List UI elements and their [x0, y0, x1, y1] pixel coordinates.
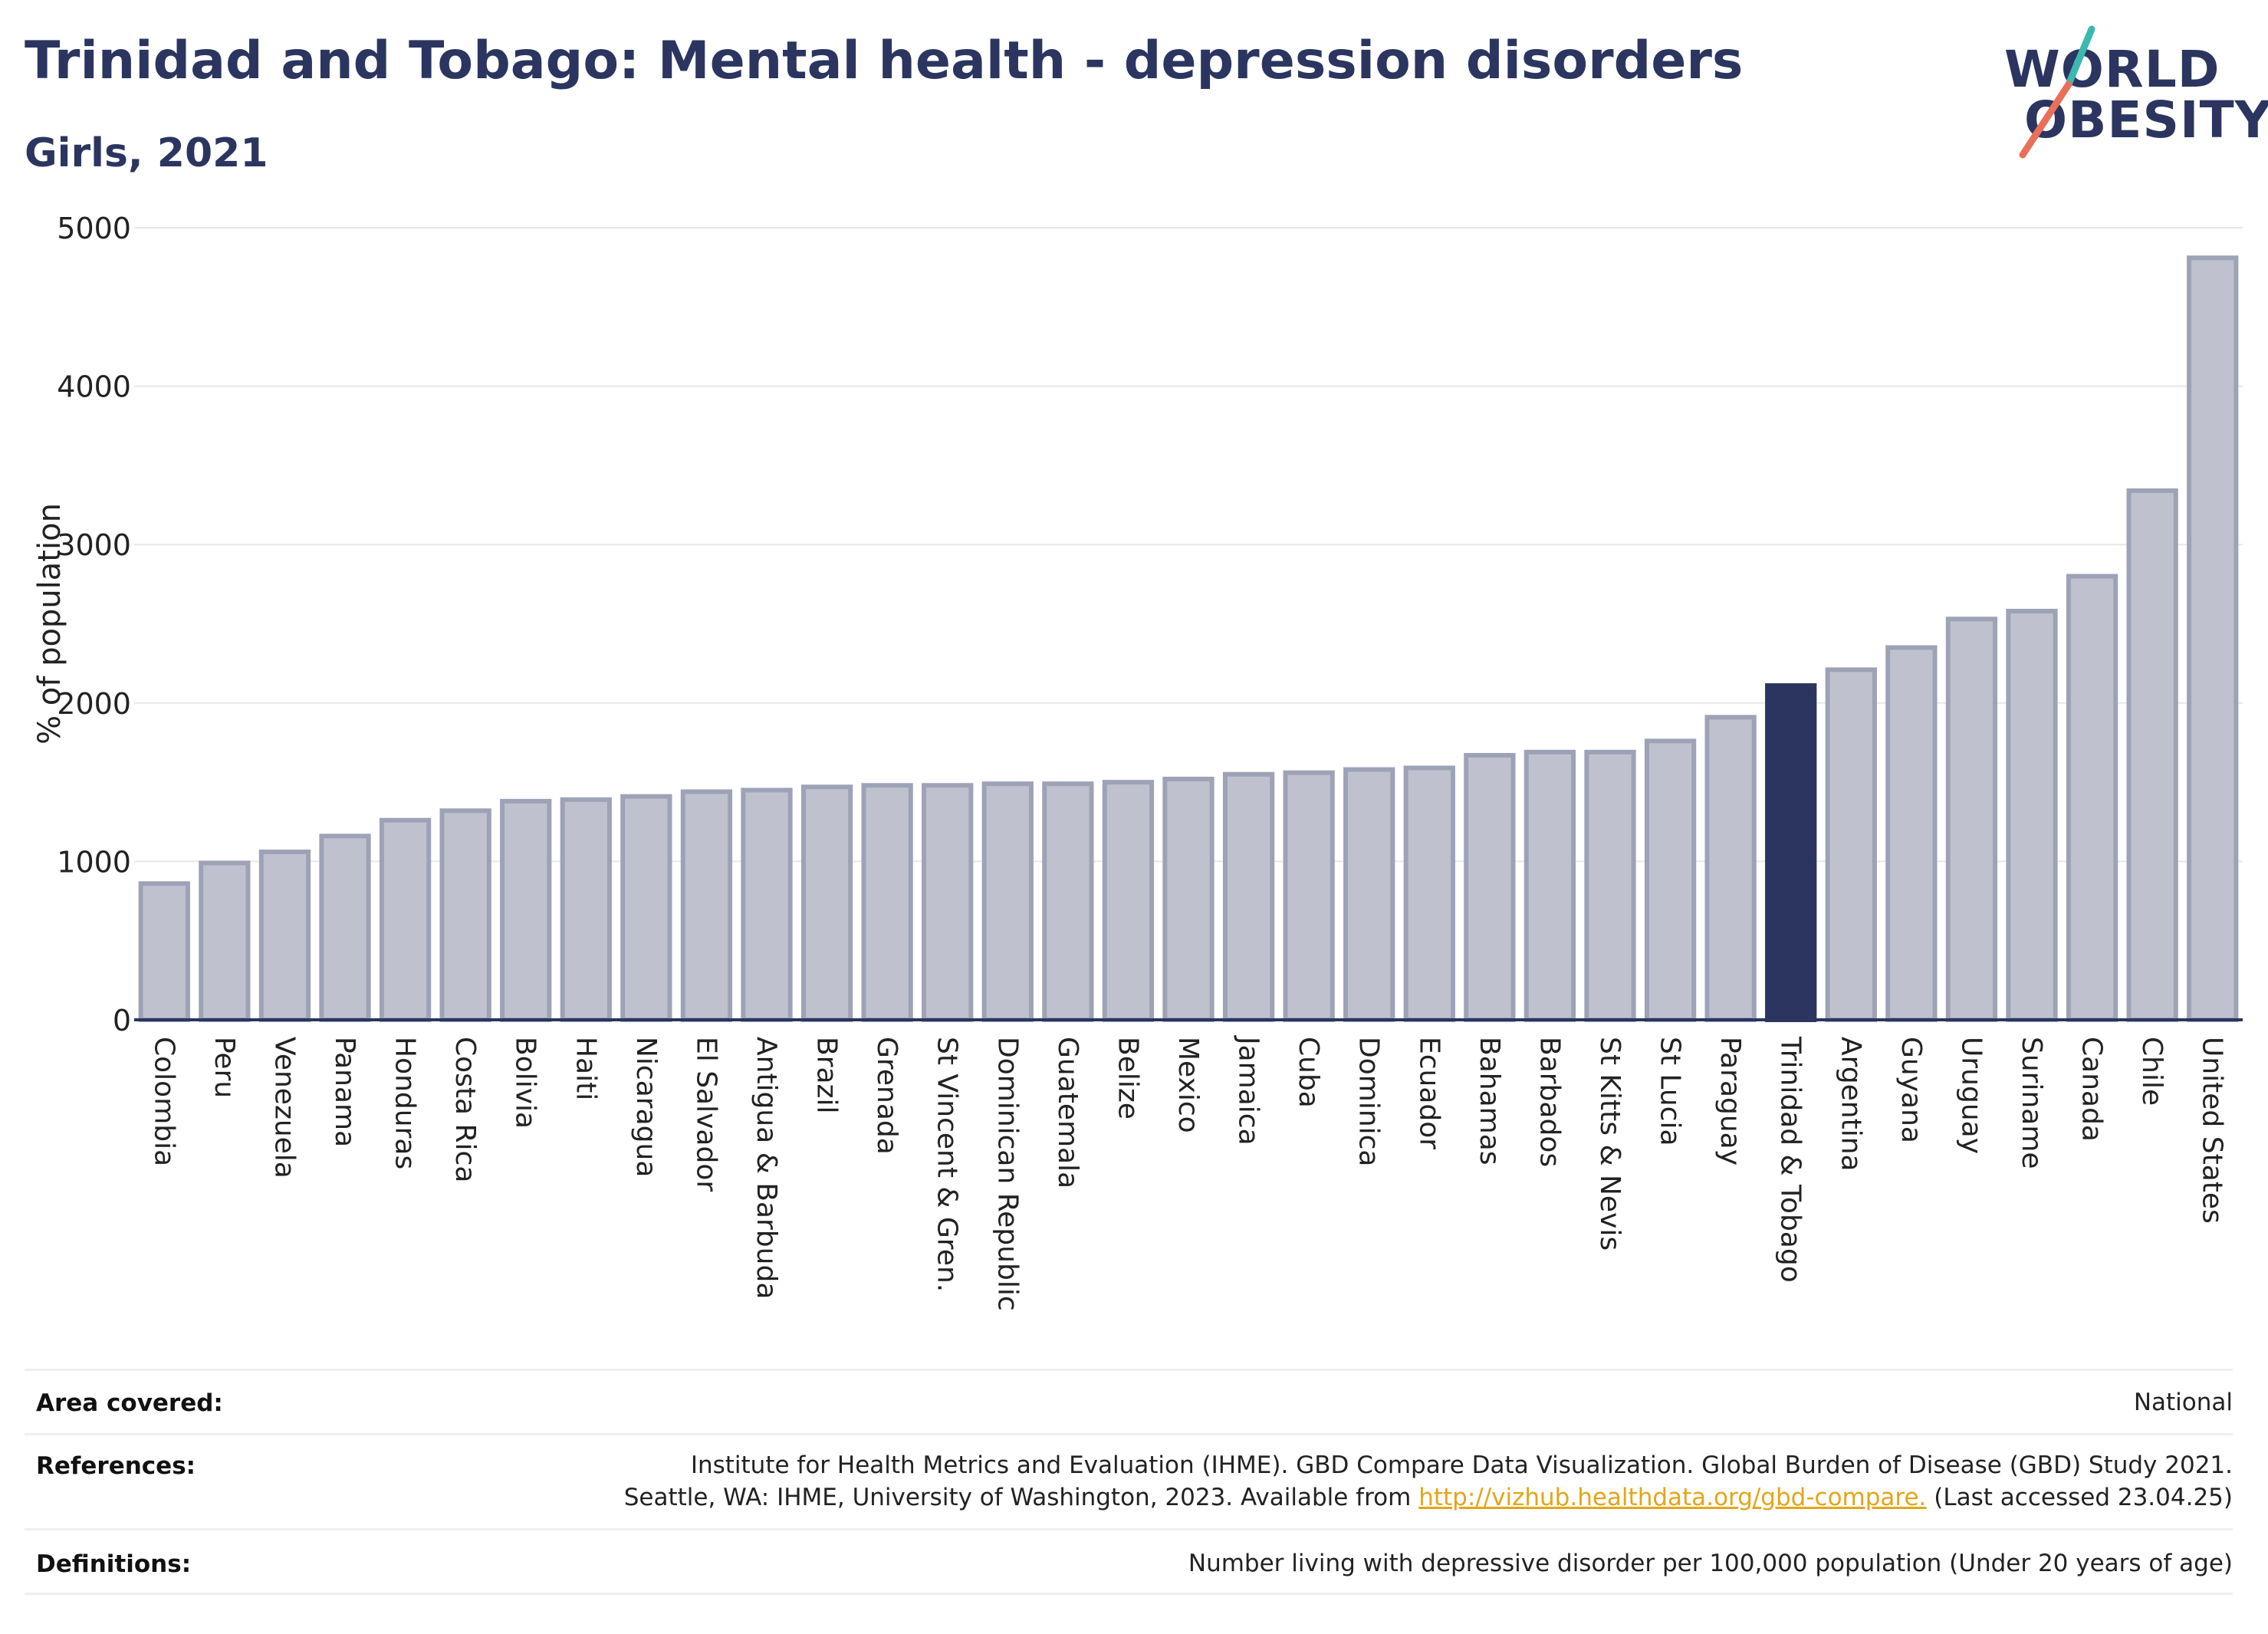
bar	[1704, 715, 1757, 1022]
bar	[1102, 780, 1155, 1022]
bar	[861, 783, 913, 1023]
x-tick-label: Cuba	[1293, 1037, 1324, 1108]
world-obesity-logo: WORLD OBESITY	[2001, 23, 2268, 161]
x-tick-label: Belize	[1112, 1037, 1143, 1119]
bar	[1283, 770, 1335, 1022]
bar	[1885, 645, 1938, 1022]
references-line1: Institute for Health Metrics and Evaluat…	[690, 1452, 2233, 1479]
bar	[981, 781, 1034, 1023]
x-tick-label: Uruguay	[1955, 1037, 1987, 1154]
bar	[1403, 765, 1455, 1022]
y-tick-label: 2000	[57, 687, 131, 721]
logo-text-world: WORLD	[2004, 40, 2220, 99]
x-tick-label: Haiti	[570, 1037, 601, 1100]
meta-bottom-rule	[25, 1593, 2233, 1596]
x-tick-label: Grenada	[871, 1037, 902, 1155]
bar	[1042, 781, 1094, 1023]
y-tick-label: 4000	[57, 370, 131, 404]
y-tick-label: 3000	[57, 528, 131, 562]
x-tick-label: Antigua & Barbuda	[751, 1037, 782, 1299]
x-tick-label: United States	[2197, 1037, 2228, 1224]
bar	[1464, 752, 1516, 1023]
definitions-value: Number living with depressive disorder p…	[1188, 1550, 2233, 1577]
x-tick-label: Argentina	[1835, 1037, 1866, 1172]
references-line2-pre: Seattle, WA: IHME, University of Washing…	[623, 1484, 1419, 1511]
bar	[741, 787, 793, 1023]
x-tick-label: St Vincent & Gren.	[932, 1037, 963, 1292]
bar	[1524, 749, 1576, 1022]
references-label: References:	[36, 1452, 196, 1480]
bar	[138, 881, 190, 1022]
bar-chart: 0 1000 2000 3000 4000 5000 % of population Colo…	[32, 212, 2243, 1311]
x-tick-label: Jamaica	[1233, 1035, 1264, 1146]
bar	[2006, 608, 2058, 1022]
bar	[620, 794, 672, 1022]
bar	[2187, 255, 2239, 1022]
x-tick-label: Guatemala	[1052, 1037, 1083, 1189]
x-tick-label: Costa Rica	[449, 1037, 481, 1182]
x-tick-label: Barbados	[1533, 1037, 1565, 1167]
bar	[500, 798, 552, 1022]
bar	[560, 797, 612, 1023]
bar	[1584, 749, 1636, 1022]
references-line2-post: (Last accessed 23.04.25)	[1926, 1484, 2233, 1511]
y-tick-label: 5000	[57, 212, 131, 245]
x-tick-label: Colombia	[148, 1037, 179, 1166]
meta-row-area: Area covered: National	[25, 1369, 2233, 1435]
references-link[interactable]: http://vizhub.healthdata.org/gbd-compare…	[1418, 1484, 1927, 1511]
area-value: National	[2133, 1389, 2233, 1416]
logo-slash-icon	[2019, 25, 2095, 159]
x-tick-label: Bahamas	[1474, 1037, 1505, 1165]
bar	[439, 808, 491, 1022]
logo-text-obesity: OBESITY	[2024, 90, 2268, 150]
page-title: Trinidad and Tobago: Mental health - dep…	[25, 31, 1744, 91]
x-tick-label: Honduras	[390, 1037, 421, 1169]
bar	[1945, 616, 1998, 1022]
y-tick-label: 1000	[57, 845, 131, 879]
bar	[2066, 574, 2118, 1022]
x-tick-label: Canada	[2076, 1037, 2108, 1142]
bar	[1644, 738, 1697, 1022]
y-tick-label: 0	[113, 1004, 131, 1037]
bar	[1825, 667, 1877, 1022]
bar	[199, 860, 251, 1022]
x-tick-label: Peru	[209, 1037, 240, 1098]
y-axis-label: % of population	[32, 503, 67, 745]
bar	[2126, 488, 2178, 1022]
bar	[1765, 683, 1817, 1022]
x-tick-label: Paraguay	[1714, 1037, 1746, 1165]
references-value: Institute for Health Metrics and Evaluat…	[624, 1449, 2233, 1514]
x-tick-label: Dominica	[1353, 1037, 1385, 1167]
definitions-label: Definitions:	[36, 1550, 192, 1578]
x-tick-label: Suriname	[2016, 1037, 2047, 1169]
x-tick-label: Ecuador	[1413, 1037, 1445, 1149]
bar	[258, 850, 311, 1023]
x-tick-label: Panama	[329, 1037, 360, 1147]
area-label: Area covered:	[36, 1389, 223, 1417]
bar	[1162, 776, 1215, 1023]
x-tick-label: Venezuela	[268, 1037, 300, 1179]
meta-row-definitions: Definitions: Number living with depressi…	[25, 1528, 2233, 1595]
bar	[922, 783, 974, 1023]
x-tick-label: Bolivia	[510, 1037, 541, 1129]
x-tick-label: Dominican Republic	[991, 1037, 1023, 1311]
x-tick-label: Guyana	[1895, 1037, 1927, 1143]
x-tick-label: Brazil	[811, 1037, 843, 1113]
references-line2: Seattle, WA: IHME, University of Washing…	[624, 1481, 2233, 1514]
x-tick-label: Chile	[2136, 1037, 2168, 1106]
bar	[319, 833, 371, 1022]
bar	[1222, 771, 1275, 1023]
x-tick-label: St Lucia	[1655, 1037, 1686, 1146]
x-tick-label: Nicaragua	[630, 1037, 662, 1177]
bar	[680, 789, 733, 1022]
meta-row-references: References: Institute for Health Metrics…	[25, 1433, 2233, 1530]
page-subtitle: Girls, 2021	[25, 130, 268, 176]
bar	[379, 817, 432, 1022]
bar	[800, 784, 853, 1022]
bar	[1343, 767, 1395, 1023]
x-tick-label: El Salvador	[690, 1037, 721, 1192]
x-tick-label: St Kitts & Nevis	[1594, 1037, 1625, 1251]
x-tick-label: Trinidad & Tobago	[1775, 1036, 1806, 1283]
x-tick-label: Mexico	[1172, 1037, 1204, 1133]
